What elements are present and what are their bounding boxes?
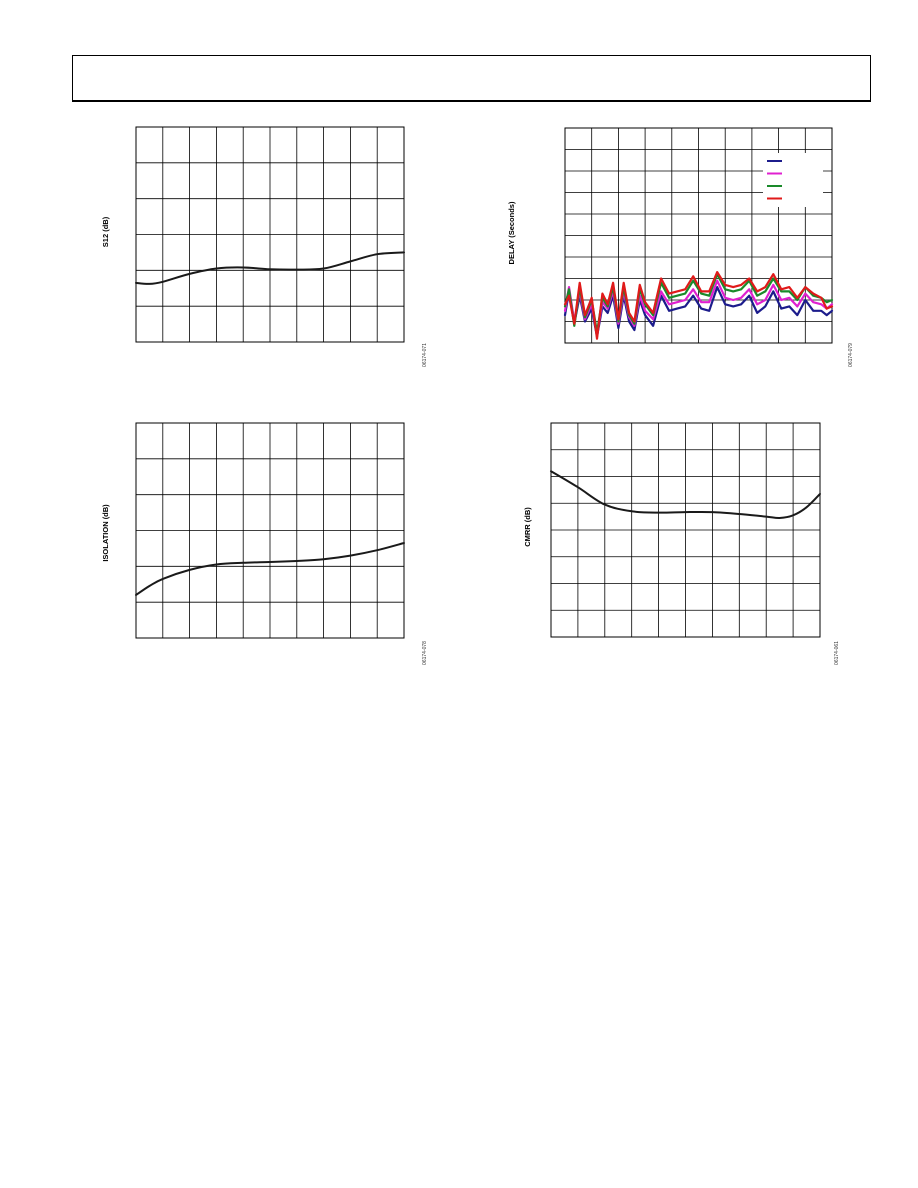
plot-frame: [564, 127, 833, 344]
figure-id: 06174-071: [422, 343, 428, 367]
plot-frame: [135, 422, 405, 639]
figure-id: 06174-061: [834, 641, 840, 665]
chart-cmrr: CMRR (dB) 06174-061: [523, 422, 840, 665]
y-axis-label: CMRR (dB): [523, 507, 532, 547]
figure-id: 06174-079: [848, 343, 854, 367]
page-header-box: [72, 55, 871, 102]
chart-delay: DELAY (Seconds) 06174-079: [507, 127, 854, 367]
chart-isolation: ISOLATION (dB) 06174-078: [101, 422, 428, 665]
chart-s12: S12 (dB) 06174-071: [101, 126, 428, 367]
plot-frame: [550, 422, 821, 638]
series-line-4: [563, 271, 834, 340]
plot-frame: [135, 126, 405, 343]
series-line-1: [135, 542, 405, 596]
y-axis-label: ISOLATION (dB): [101, 504, 110, 562]
figure-id: 06174-078: [422, 641, 428, 665]
series-line-1: [135, 251, 405, 285]
y-axis-label: S12 (dB): [101, 216, 110, 247]
series-line-1: [550, 470, 821, 520]
y-axis-label: DELAY (Seconds): [507, 201, 516, 264]
